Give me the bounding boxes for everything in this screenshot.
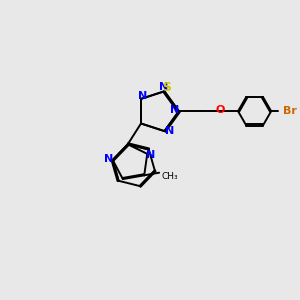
Text: N: N: [104, 154, 113, 164]
Text: Br: Br: [284, 106, 297, 116]
Text: O: O: [216, 105, 225, 115]
Text: CH₃: CH₃: [161, 172, 178, 181]
Text: N: N: [159, 82, 168, 92]
Text: N: N: [138, 91, 148, 101]
Text: N: N: [170, 105, 180, 115]
Text: N: N: [146, 150, 156, 160]
Text: S: S: [162, 81, 171, 94]
Text: N: N: [164, 126, 174, 136]
